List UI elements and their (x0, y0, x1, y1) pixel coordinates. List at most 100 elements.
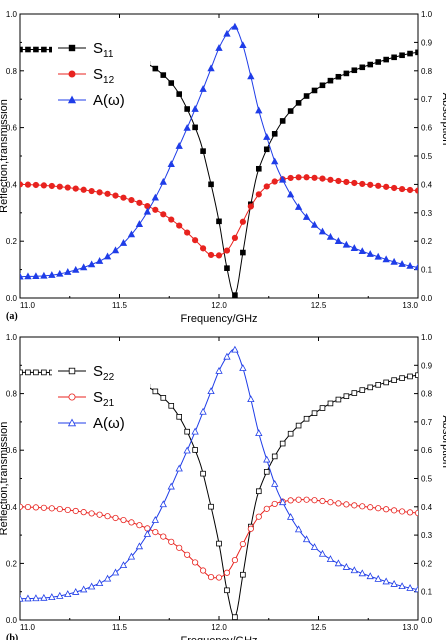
triangle-marker (358, 569, 366, 577)
square-marker (359, 64, 366, 71)
x-tick-label: 12.5 (311, 301, 327, 310)
y-tick-label: 0.8 (6, 390, 18, 399)
square-marker (168, 80, 175, 86)
y2-tick-label: 0.6 (421, 446, 433, 455)
square-marker (200, 148, 206, 154)
circle-marker (398, 508, 406, 515)
y2-tick-label: 0.8 (421, 67, 433, 76)
square-marker (176, 91, 183, 97)
chart-panel-a: 11.0 11.5 12.0 12.5 13.00.00.20.40.60.81.00.… (0, 10, 446, 325)
x-tick-label: 11.0 (20, 623, 36, 632)
circle-marker (88, 510, 95, 517)
circle-marker (112, 514, 119, 522)
square-marker (68, 44, 76, 52)
circle-marker (231, 556, 239, 564)
y2-tick-label: 0.9 (421, 361, 433, 370)
circle-marker (263, 505, 270, 512)
circle-marker (88, 187, 95, 195)
triangle-marker (20, 272, 24, 280)
triangle-marker (159, 177, 167, 185)
square-marker (375, 382, 381, 388)
triangle-marker (167, 160, 175, 168)
series-line (20, 499, 418, 579)
square-marker (391, 54, 397, 61)
legend-label-main: S (93, 389, 103, 406)
square-marker (279, 118, 286, 124)
circle-marker (303, 496, 310, 503)
triangle-marker (167, 482, 175, 490)
series-a (20, 22, 418, 280)
square-marker (271, 453, 278, 460)
x-tick-label: 12.0 (211, 623, 227, 632)
circle-marker (160, 211, 167, 218)
triangle-marker (72, 265, 80, 273)
legend-label-main: A(ω) (93, 415, 125, 432)
triangle-marker (119, 239, 128, 246)
circle-marker (414, 187, 418, 194)
triangle-marker (111, 246, 120, 254)
square-marker (176, 414, 183, 420)
y2-tick-label: 0.0 (421, 616, 433, 625)
square-marker (327, 400, 334, 407)
triangle-marker (406, 584, 414, 591)
circle-marker (24, 181, 32, 188)
triangle-marker (271, 479, 279, 487)
circle-marker (160, 533, 167, 540)
square-marker (192, 447, 198, 453)
circle-marker (215, 252, 223, 259)
circle-marker (247, 525, 254, 532)
triangle-marker (143, 530, 152, 537)
triangle-marker (231, 345, 239, 353)
y2-tick-label: 0.3 (421, 209, 433, 218)
y2-axis-label: Absorption (440, 415, 446, 468)
square-marker (303, 415, 310, 422)
triangle-marker (318, 227, 327, 235)
circle-marker (136, 199, 143, 206)
triangle-marker (406, 261, 414, 269)
square-marker (311, 410, 318, 416)
triangle-marker (87, 582, 96, 590)
circle-marker (80, 186, 87, 193)
circle-marker (391, 507, 398, 514)
square-marker (152, 65, 159, 72)
square-marker (359, 387, 366, 393)
chart-panel-b: 11.0 11.5 12.0 12.5 13.00.00.20.40.60.81.00.… (0, 333, 446, 640)
square-marker (287, 430, 294, 437)
y-axis-label: Reflection,transmission (0, 99, 10, 213)
square-marker (240, 571, 246, 578)
y2-tick-label: 1.0 (421, 333, 433, 342)
triangle-marker (207, 387, 215, 395)
square-marker (399, 375, 405, 381)
y2-tick-label: 0.2 (421, 237, 433, 246)
triangle-marker (183, 123, 191, 131)
square-marker (208, 181, 214, 188)
circle-marker (383, 506, 390, 513)
triangle-marker (398, 582, 406, 590)
square-marker (351, 390, 358, 396)
square-marker (415, 49, 418, 56)
triangle-marker (67, 95, 77, 104)
triangle-marker (95, 579, 104, 587)
triangle-marker (326, 232, 335, 240)
triangle-marker (48, 271, 56, 278)
x-axis-label: Frequency/GHz (180, 635, 257, 640)
square-marker (351, 67, 358, 74)
circle-marker (104, 513, 111, 520)
triangle-marker (159, 500, 167, 508)
triangle-marker (175, 142, 183, 149)
y2-tick-label: 0.8 (421, 390, 433, 399)
square-marker (263, 146, 270, 153)
y-tick-label: 0.6 (6, 446, 18, 455)
triangle-marker (302, 213, 311, 220)
square-marker (279, 440, 286, 447)
circle-marker (20, 181, 24, 188)
triangle-marker (32, 272, 40, 280)
circle-marker (40, 504, 47, 511)
circle-marker (406, 509, 414, 516)
circle-marker (176, 544, 183, 551)
square-marker (184, 428, 190, 435)
triangle-marker (119, 561, 128, 569)
square-marker (168, 403, 175, 409)
